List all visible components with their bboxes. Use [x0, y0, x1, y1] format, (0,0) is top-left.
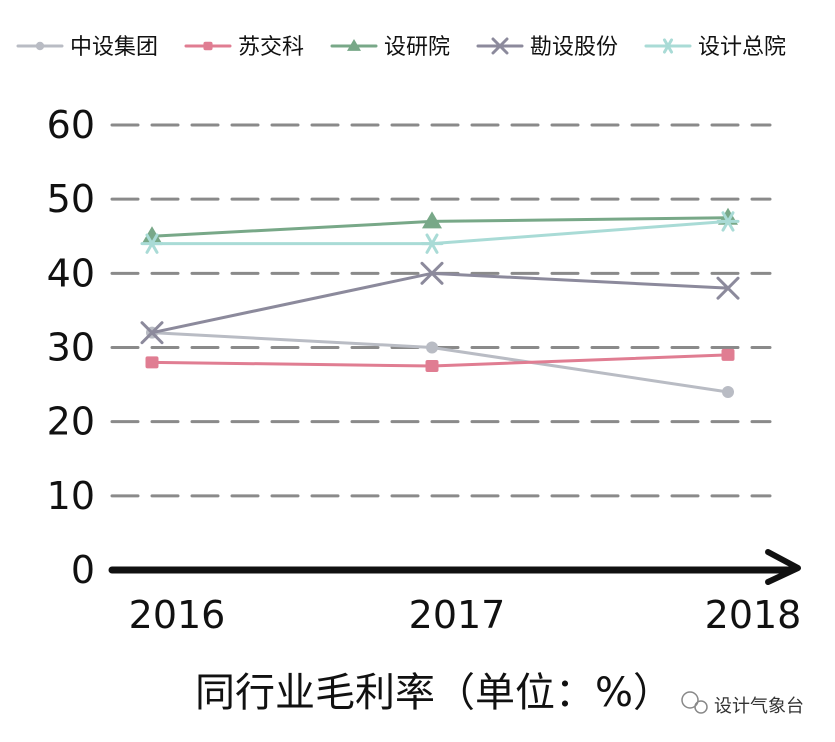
- data-point: [659, 38, 677, 54]
- data-point: [203, 41, 213, 51]
- legend-item: 设计总院: [644, 35, 786, 60]
- data-point: [722, 386, 734, 398]
- x-tick-label: 2018: [705, 593, 802, 637]
- marker-stroke: [140, 321, 164, 345]
- x-tick-label: 2017: [409, 593, 506, 637]
- chart-title: 同行业毛利率（单位：%）: [195, 670, 673, 716]
- legend-item: 设研院: [330, 35, 450, 60]
- y-tick-label: 0: [71, 548, 95, 592]
- y-tick-label: 50: [47, 177, 95, 221]
- legend-item: 中设集团: [16, 35, 158, 60]
- legend-label: 设计总院: [698, 35, 786, 60]
- data-point: [716, 211, 740, 232]
- data-point: [142, 226, 162, 244]
- marker-stroke: [721, 211, 735, 232]
- data-point: [35, 41, 45, 51]
- legend-label: 苏交科: [238, 35, 304, 60]
- data-point: [426, 341, 438, 354]
- data-point: [420, 233, 444, 254]
- legend: 中设集团 苏交科 设研院 勘设股份 设计总院: [16, 35, 786, 60]
- x-axis-arrow: [765, 549, 801, 585]
- x-tick-label: 2016: [129, 593, 226, 637]
- legend-label: 勘设股份: [530, 35, 618, 60]
- y-tick-label: 30: [47, 326, 95, 370]
- data-point: [425, 360, 439, 373]
- marker-stroke: [491, 37, 509, 55]
- series-line: [150, 353, 730, 368]
- y-tick-label: 60: [47, 103, 95, 147]
- y-axis-ticks: 0 10 20 30 40 50 60: [47, 103, 95, 592]
- legend-label: 中设集团: [70, 35, 158, 60]
- marker-stroke: [425, 233, 439, 254]
- marker-stroke: [663, 38, 673, 54]
- gridlines: [110, 123, 772, 498]
- data-point: [422, 211, 442, 229]
- data-point: [491, 37, 509, 55]
- legend-item: 苏交科: [184, 35, 304, 60]
- marker-stroke: [716, 276, 740, 300]
- x-axis: [108, 549, 801, 585]
- series-3: [140, 261, 740, 345]
- series-lines: [140, 207, 740, 398]
- legend-label: 设研院: [384, 35, 450, 60]
- data-point: [347, 39, 361, 51]
- watermark-text: 设计气象台: [714, 696, 804, 717]
- legend-item: 勘设股份: [476, 35, 618, 60]
- data-point: [420, 261, 444, 285]
- data-point: [721, 348, 735, 361]
- y-tick-label: 40: [47, 251, 95, 295]
- marker-stroke: [420, 261, 444, 285]
- x-axis-ticks: 2016 2017 2018: [129, 593, 802, 637]
- series-2: [142, 207, 738, 244]
- marker-stroke: [145, 233, 159, 254]
- y-tick-label: 20: [47, 400, 95, 444]
- series-1: [145, 348, 735, 373]
- data-point: [140, 321, 164, 345]
- data-point: [716, 276, 740, 300]
- series-4: [140, 211, 740, 254]
- watermark: 设计气象台: [681, 691, 804, 717]
- data-point: [145, 356, 159, 369]
- y-tick-label: 10: [47, 474, 95, 518]
- wechat-icon: [681, 691, 708, 714]
- data-point: [140, 233, 164, 254]
